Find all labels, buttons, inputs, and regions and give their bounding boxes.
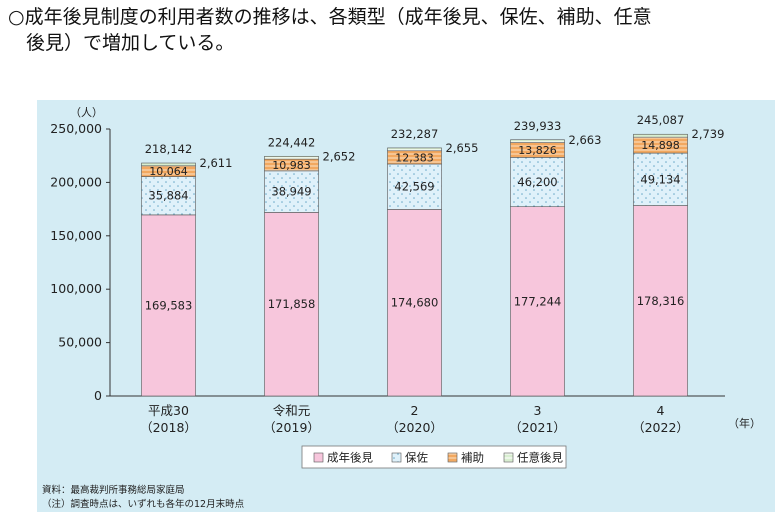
bar-segment [264, 212, 319, 397]
x-axis-unit: （年） [728, 416, 761, 430]
data-label: 2,611 [200, 156, 233, 170]
x-tick-label: 令和元 [273, 403, 311, 418]
x-tick-label: （2022） [632, 420, 689, 435]
x-tick-label: （2020） [386, 420, 443, 435]
total-label: 218,142 [145, 142, 193, 156]
legend-label: 成年後見 [327, 451, 373, 465]
y-tick-label: 50,000 [58, 335, 102, 350]
x-tick-label: 3 [534, 403, 542, 418]
legend: 成年後見 保佐 補助 任意後見 [301, 445, 567, 469]
data-label: 169,583 [145, 298, 193, 312]
data-label: 177,244 [514, 294, 562, 308]
bar-segment [633, 205, 688, 397]
y-tick-label: 100,000 [50, 281, 102, 296]
bar-segment [387, 147, 442, 152]
survey-note: （注）調査時点は、いずれも各年の12月末時点 [42, 499, 245, 510]
x-tick-label: 4 [657, 403, 665, 418]
y-axis-unit: （人） [70, 106, 103, 119]
data-label: 10,983 [272, 159, 311, 172]
legend-label: 任意後見 [517, 451, 563, 465]
data-label: 171,858 [268, 297, 316, 311]
y-tick-label: 200,000 [50, 174, 102, 189]
data-label: 10,064 [149, 165, 188, 178]
bar-segment [141, 162, 196, 167]
bar-segment [264, 170, 319, 213]
data-label: 13,826 [518, 144, 557, 157]
x-tick-label: 平成30 [148, 403, 189, 418]
data-label: 46,200 [517, 175, 557, 189]
bar-segment [633, 133, 688, 138]
data-label: 35,884 [148, 189, 188, 203]
total-label: 232,287 [391, 127, 439, 141]
x-tick-label: （2019） [263, 420, 320, 435]
legend-swatch [447, 452, 458, 463]
headline: ○成年後見制度の利用者数の推移は、各類型（成年後見、保佐、補助、任意 後見）で増… [8, 4, 778, 56]
y-tick-label: 250,000 [50, 121, 102, 136]
legend-swatch [391, 452, 402, 463]
bar-segment [510, 157, 565, 208]
x-tick-label: （2018） [140, 420, 197, 435]
data-label: 49,134 [640, 172, 680, 186]
total-label: 245,087 [637, 113, 685, 127]
total-label: 224,442 [268, 135, 316, 149]
x-tick-label: 2 [411, 403, 419, 418]
legend-swatch [313, 452, 324, 463]
bar-segment [141, 214, 196, 397]
bar-segment [387, 209, 442, 397]
data-label: 2,663 [569, 133, 602, 147]
bar-segment [510, 206, 565, 397]
y-tick-label: 150,000 [50, 228, 102, 243]
data-label: 12,383 [395, 151, 434, 164]
legend-swatch [503, 452, 514, 463]
legend-label: 補助 [461, 451, 484, 465]
y-tick-label: 0 [94, 388, 102, 403]
bar-segment [387, 163, 442, 210]
data-label: 42,569 [394, 180, 434, 194]
headline-line-2: 後見）で増加している。 [26, 32, 235, 54]
data-label: 2,655 [446, 141, 479, 155]
data-label: 2,652 [323, 149, 356, 163]
data-label: 38,949 [271, 185, 311, 199]
data-label: 174,680 [391, 296, 439, 310]
headline-line-1: ○成年後見制度の利用者数の推移は、各類型（成年後見、保佐、補助、任意 [8, 6, 652, 28]
data-label: 178,316 [637, 294, 685, 308]
legend-label: 保佐 [405, 451, 428, 465]
bar-segment [510, 139, 565, 143]
data-label: 14,898 [641, 139, 680, 152]
bar-segment [264, 155, 319, 160]
total-label: 239,933 [514, 119, 562, 133]
data-label: 2,739 [692, 127, 725, 141]
x-tick-label: （2021） [509, 420, 566, 435]
bar-segment [633, 152, 688, 206]
bar-segment [141, 176, 196, 216]
source-note: 資料：最高裁判所事務総局家庭局 [42, 485, 185, 496]
legend-box [301, 445, 567, 469]
